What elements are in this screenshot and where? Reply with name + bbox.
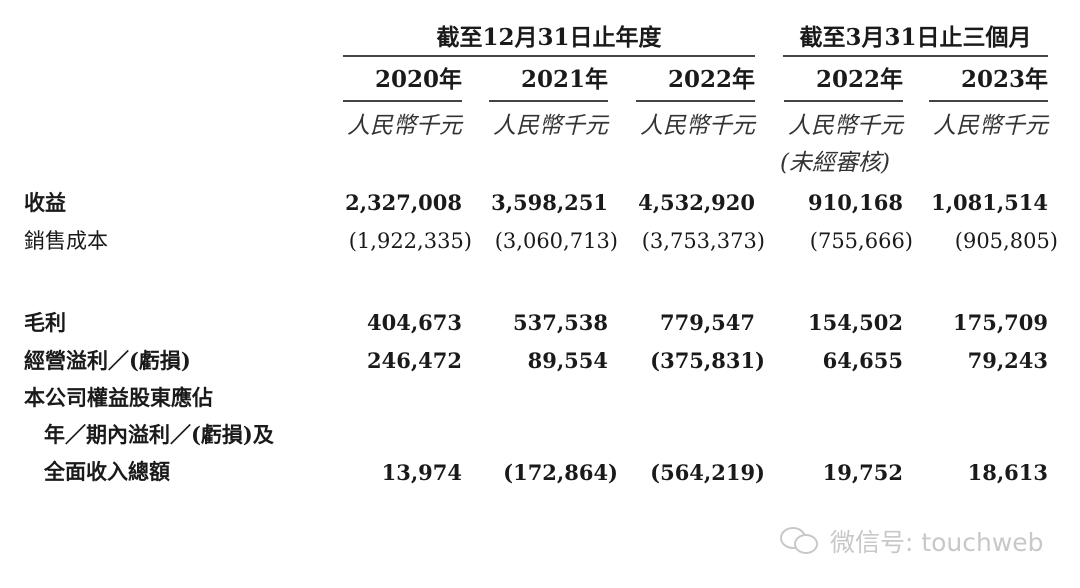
row-label: 毛利 [24,310,66,335]
cell-value: 19,752 [822,460,903,485]
cell-value: 154,502 [808,310,903,335]
divider [489,100,608,102]
cell-value: 79,243 [967,348,1048,373]
cell-value: (1,922,335) [348,229,472,253]
cell-value: 779,547 [660,310,755,335]
unaudited-label: (未經審核) [780,150,890,176]
wechat-icon [780,527,818,554]
group-header-quarter: 截至3月31日止三個月 [799,24,1032,51]
cell-value: 18,613 [967,460,1048,485]
divider [343,100,462,102]
unit-label: 人民幣千元 [788,113,903,139]
group-header-annual: 截至12月31日止年度 [436,24,662,51]
cell-value: 3,598,251 [491,190,608,215]
cell-value: (755,666) [809,229,913,253]
cell-value: 2,327,008 [345,190,462,215]
row-label: 年／期內溢利／(虧損)及 [44,422,274,447]
cell-value: 13,974 [381,460,462,485]
cell-value: (905,805) [954,229,1058,253]
cell-value: (3,060,713) [494,229,618,253]
row-label: 經營溢利／(虧損) [24,348,191,373]
year-header: 2023年 [960,66,1048,93]
unit-label: 人民幣千元 [933,113,1048,139]
cell-value: 175,709 [953,310,1048,335]
watermark: 微信号: touchweb [778,523,1044,559]
row-label: 本公司權益股東應佔 [24,385,213,410]
unit-label: 人民幣千元 [347,113,462,139]
cell-value: 64,655 [822,348,903,373]
cell-value: 910,168 [808,190,903,215]
cell-value: 404,673 [367,310,462,335]
divider [343,55,755,57]
divider [784,100,903,102]
divider [929,100,1048,102]
row-label: 收益 [24,190,66,215]
cell-value: (3,753,373) [641,229,765,253]
year-header: 2022年 [815,66,903,93]
cell-value: 537,538 [513,310,608,335]
year-header: 2020年 [374,66,462,93]
cell-value: (375,831) [650,348,765,373]
row-label: 全面收入總額 [44,459,170,484]
unit-label: 人民幣千元 [493,113,608,139]
divider [636,100,755,102]
year-header: 2022年 [667,66,755,93]
cell-value: (564,219) [650,460,765,485]
watermark-text: 微信号: touchweb [829,528,1044,557]
divider [783,55,1048,57]
cell-value: (172,864) [503,460,618,485]
cell-value: 4,532,920 [638,190,755,215]
year-header: 2021年 [520,66,608,93]
row-label: 銷售成本 [24,229,108,253]
cell-value: 89,554 [527,348,608,373]
cell-value: 1,081,514 [931,190,1048,215]
cell-value: 246,472 [367,348,462,373]
unit-label: 人民幣千元 [640,113,755,139]
